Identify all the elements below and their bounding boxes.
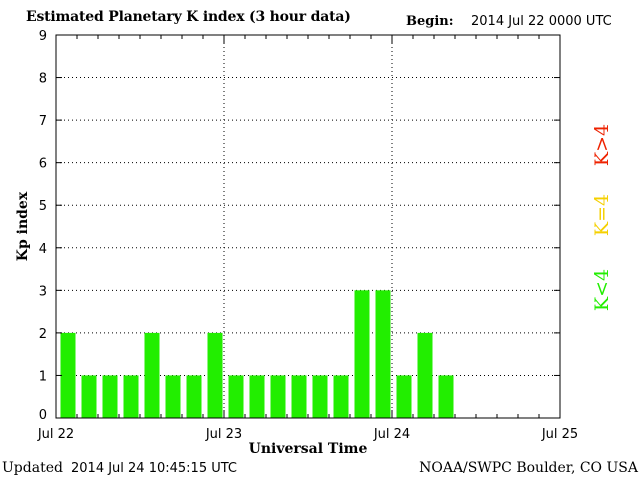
kp-bar xyxy=(228,375,244,418)
updated-label: Updated xyxy=(2,460,63,476)
kp-bar xyxy=(312,375,328,418)
y-tick-label: 7 xyxy=(39,114,47,129)
legend-item: K>4 xyxy=(591,124,613,166)
kp-bar xyxy=(81,375,97,418)
kp-bar xyxy=(354,290,370,418)
y-axis-title: Kp index xyxy=(15,191,31,261)
x-axis-title: Universal Time xyxy=(249,441,368,457)
y-tick-label: 4 xyxy=(39,242,47,257)
chart-title: Estimated Planetary K index (3 hour data… xyxy=(26,9,351,25)
kp-bar xyxy=(291,375,307,418)
x-tick-label: Jul 24 xyxy=(373,427,410,442)
y-tick-label: 5 xyxy=(39,199,47,214)
kp-bar xyxy=(165,375,181,418)
legend-item: K<4 xyxy=(591,269,613,311)
kp-bar xyxy=(144,332,160,418)
kp-bar xyxy=(333,375,349,418)
y-tick-label: 1 xyxy=(39,369,47,384)
x-tick-label: Jul 25 xyxy=(541,427,578,442)
y-tick-label: 9 xyxy=(39,29,47,44)
credit-text: NOAA/SWPC Boulder, CO USA xyxy=(419,460,638,476)
x-tick-label: Jul 23 xyxy=(205,427,242,442)
y-tick-label: 0 xyxy=(39,408,47,423)
y-tick-label: 3 xyxy=(39,284,47,299)
kp-bar xyxy=(396,375,412,418)
kp-bar xyxy=(102,375,118,418)
kp-bar xyxy=(123,375,139,418)
begin-label: Begin: xyxy=(406,14,454,29)
kp-bar xyxy=(249,375,265,418)
begin-value: 2014 Jul 22 0000 UTC xyxy=(471,14,612,29)
kp-bar xyxy=(438,375,454,418)
kp-bar xyxy=(186,375,202,418)
plot-frame xyxy=(55,34,561,419)
x-tick-label: Jul 22 xyxy=(37,427,74,442)
kp-bar xyxy=(270,375,286,418)
kp-bar xyxy=(417,332,433,418)
updated-value: 2014 Jul 24 10:45:15 UTC xyxy=(71,461,237,476)
y-tick-label: 6 xyxy=(39,157,47,172)
kp-bar xyxy=(375,290,391,418)
y-tick-label: 8 xyxy=(39,72,47,87)
kp-bar xyxy=(60,332,76,418)
legend-item: K=4 xyxy=(591,194,613,236)
y-tick-label: 2 xyxy=(39,327,47,342)
kp-bar xyxy=(207,332,223,418)
